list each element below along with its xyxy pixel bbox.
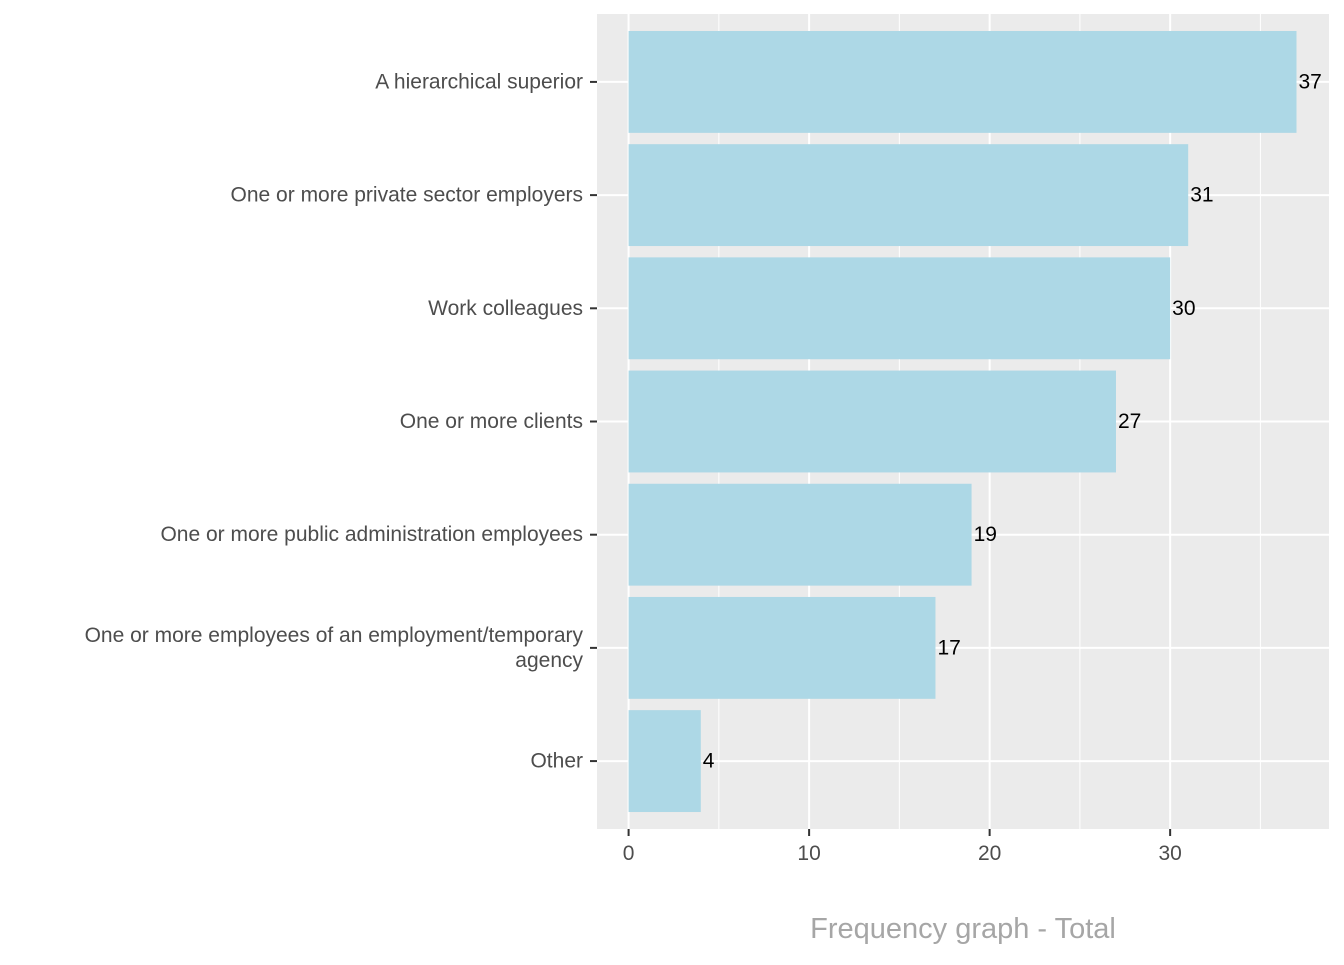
y-tick-label: Work colleagues	[428, 297, 583, 320]
y-axis: A hierarchical superior One or more priva…	[85, 70, 597, 773]
bar-data-label: 17	[937, 636, 960, 659]
bar-data-label: 19	[974, 523, 997, 546]
bar-data-label: 37	[1299, 70, 1322, 93]
bar	[628, 596, 936, 699]
x-tick-label: 10	[797, 842, 820, 865]
bar-data-label: 27	[1118, 410, 1141, 433]
bar	[628, 257, 1171, 360]
y-tick-label: One or more employees of an employment/t…	[85, 624, 584, 672]
x-axis: 0 10 20 30	[623, 829, 1182, 865]
bar-data-label: 4	[703, 750, 715, 773]
y-tick-label: One or more private sector employers	[231, 184, 583, 207]
y-tick-label: Other	[530, 750, 583, 773]
bar	[628, 30, 1297, 133]
bar-data-label: 31	[1190, 184, 1213, 207]
y-tick-label: One or more public administration employ…	[160, 523, 583, 546]
x-tick-label: 20	[978, 842, 1001, 865]
x-axis-title: Frequency graph - Total	[810, 913, 1116, 945]
bar	[628, 710, 701, 813]
data-label-layer: 37 31 30 27 19 17 4	[703, 70, 1322, 772]
bar	[628, 483, 972, 586]
x-tick-label: 0	[623, 842, 635, 865]
x-tick-label: 30	[1158, 842, 1181, 865]
y-tick-label: One or more clients	[400, 410, 583, 433]
bar	[628, 370, 1116, 473]
bar-layer	[628, 30, 1297, 813]
bar-data-label: 30	[1172, 297, 1195, 320]
bar	[628, 144, 1189, 247]
y-tick-label: A hierarchical superior	[375, 70, 583, 93]
